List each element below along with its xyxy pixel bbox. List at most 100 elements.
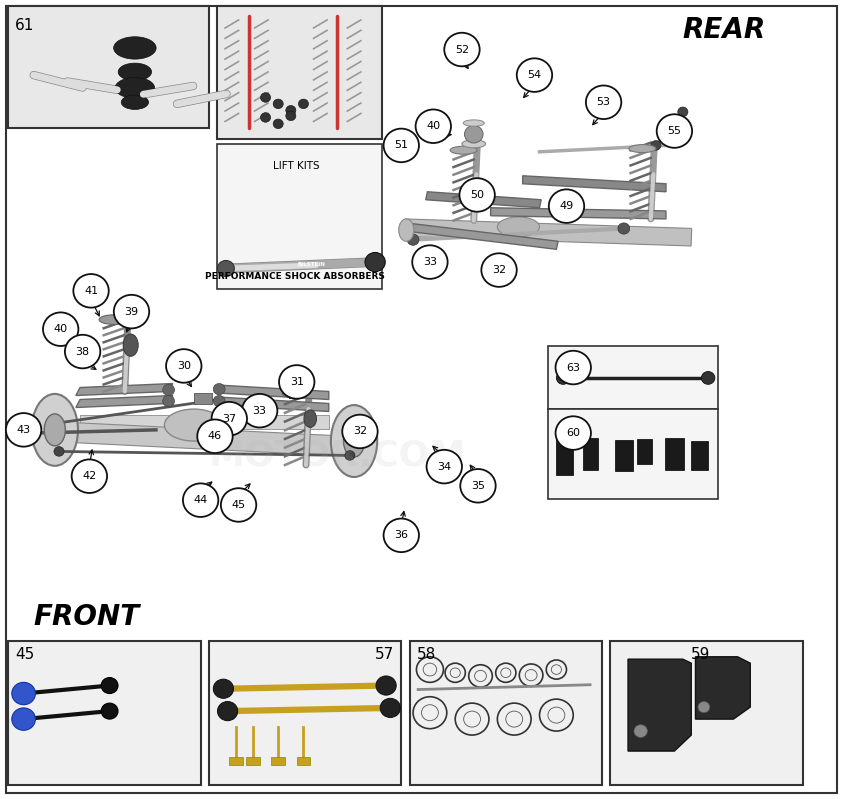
Text: 60: 60 — [566, 428, 580, 438]
Text: 33: 33 — [253, 406, 266, 415]
Bar — [610, 641, 803, 785]
Circle shape — [72, 459, 107, 493]
Polygon shape — [695, 657, 750, 719]
Ellipse shape — [303, 410, 316, 427]
Ellipse shape — [497, 217, 540, 237]
Circle shape — [376, 676, 396, 695]
Circle shape — [416, 109, 451, 143]
Text: 32: 32 — [492, 265, 506, 275]
Text: 45: 45 — [15, 647, 35, 662]
Text: 55: 55 — [668, 126, 681, 136]
Circle shape — [549, 189, 584, 223]
Text: 53: 53 — [597, 97, 610, 107]
Circle shape — [618, 223, 630, 234]
Ellipse shape — [121, 95, 148, 109]
Circle shape — [342, 415, 378, 448]
Text: 54: 54 — [528, 70, 541, 80]
Ellipse shape — [114, 37, 156, 59]
Text: 61: 61 — [15, 18, 35, 33]
Circle shape — [54, 447, 64, 456]
Circle shape — [701, 372, 715, 384]
Text: 40: 40 — [54, 324, 67, 334]
Ellipse shape — [464, 125, 483, 143]
Text: BILSTEIN: BILSTEIN — [298, 262, 326, 267]
Text: 33: 33 — [423, 257, 437, 267]
Text: 40: 40 — [427, 121, 440, 131]
Circle shape — [12, 682, 35, 705]
Ellipse shape — [32, 394, 78, 466]
Circle shape — [217, 260, 234, 276]
Bar — [194, 393, 212, 404]
Circle shape — [384, 519, 419, 552]
Circle shape — [556, 372, 570, 384]
Ellipse shape — [118, 63, 152, 81]
Circle shape — [651, 141, 661, 150]
Circle shape — [242, 394, 277, 427]
Ellipse shape — [629, 145, 656, 153]
Circle shape — [279, 365, 314, 399]
Ellipse shape — [115, 78, 154, 98]
Circle shape — [65, 335, 100, 368]
Circle shape — [517, 58, 552, 92]
Ellipse shape — [462, 140, 486, 148]
Ellipse shape — [343, 425, 364, 457]
Bar — [583, 438, 598, 470]
Circle shape — [163, 384, 175, 396]
Bar — [42, 421, 372, 457]
Circle shape — [221, 488, 256, 522]
Text: 51: 51 — [395, 141, 408, 150]
Bar — [615, 440, 633, 471]
Ellipse shape — [464, 120, 484, 126]
Text: MOTOR.COM: MOTOR.COM — [208, 439, 466, 472]
Bar — [8, 641, 201, 785]
Circle shape — [444, 33, 480, 66]
Circle shape — [427, 450, 462, 483]
Bar — [691, 441, 708, 470]
Polygon shape — [628, 659, 691, 751]
Polygon shape — [523, 176, 666, 192]
Text: REAR: REAR — [683, 16, 766, 45]
Polygon shape — [219, 385, 329, 400]
Text: 31: 31 — [290, 377, 303, 387]
Circle shape — [412, 245, 448, 279]
Circle shape — [286, 111, 296, 121]
Circle shape — [298, 99, 309, 109]
Bar — [665, 438, 684, 470]
Text: 37: 37 — [223, 414, 236, 423]
Circle shape — [407, 234, 419, 245]
Text: 43: 43 — [17, 425, 30, 435]
Text: 39: 39 — [125, 307, 138, 316]
Text: 57: 57 — [375, 647, 395, 662]
Text: 30: 30 — [177, 361, 191, 371]
Text: LIFT KITS: LIFT KITS — [273, 161, 320, 172]
Text: PERFORMANCE SHOCK ABSORBERS: PERFORMANCE SHOCK ABSORBERS — [205, 272, 385, 281]
Bar — [548, 346, 718, 409]
Circle shape — [460, 469, 496, 503]
Circle shape — [183, 483, 218, 517]
Text: 63: 63 — [566, 363, 580, 372]
Circle shape — [657, 114, 692, 148]
Text: 32: 32 — [353, 427, 367, 436]
Text: 38: 38 — [76, 347, 89, 356]
Bar — [556, 436, 573, 475]
Circle shape — [43, 312, 78, 346]
Ellipse shape — [450, 146, 477, 154]
Circle shape — [380, 698, 400, 718]
Circle shape — [197, 419, 233, 453]
Circle shape — [6, 413, 41, 447]
Bar — [217, 144, 382, 289]
Bar — [8, 6, 209, 128]
Circle shape — [28, 427, 40, 439]
Text: 34: 34 — [438, 462, 451, 471]
Circle shape — [260, 113, 271, 122]
Text: 52: 52 — [455, 45, 469, 54]
Circle shape — [213, 679, 234, 698]
Circle shape — [217, 702, 238, 721]
Ellipse shape — [123, 334, 138, 356]
Bar — [217, 6, 382, 139]
Text: 36: 36 — [395, 531, 408, 540]
Circle shape — [166, 349, 201, 383]
Circle shape — [73, 274, 109, 308]
Circle shape — [213, 384, 225, 395]
Polygon shape — [76, 384, 173, 396]
